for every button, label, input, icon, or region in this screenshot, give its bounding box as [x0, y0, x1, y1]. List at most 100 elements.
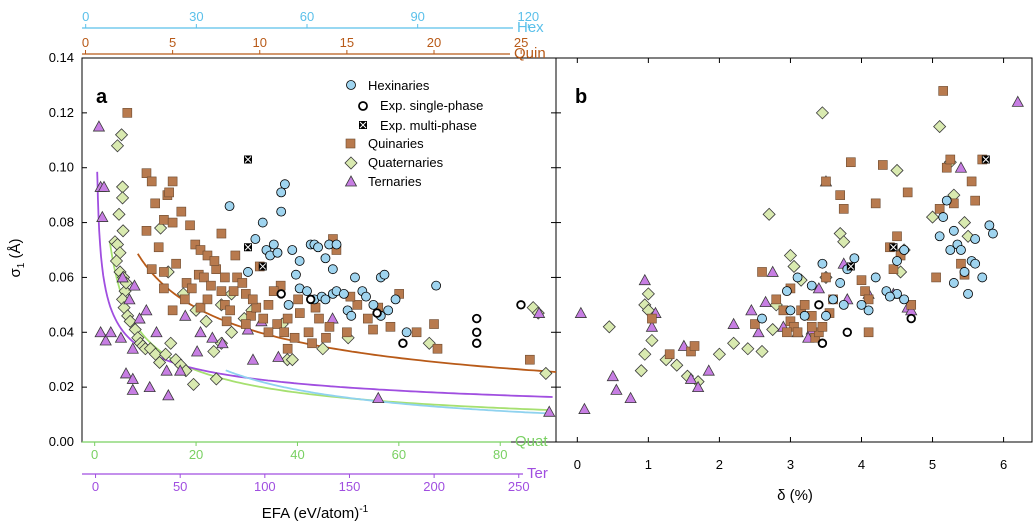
hex-point	[431, 280, 442, 291]
b-x-tick-label: 3	[787, 457, 794, 472]
quat-point	[641, 287, 655, 301]
y-tick-label: 0.06	[49, 269, 74, 284]
quin-point	[314, 313, 324, 324]
legend-label-quin: Quinaries	[368, 136, 424, 151]
quin-point	[206, 280, 216, 291]
b-x-tick-label: 1	[645, 457, 652, 472]
hex-point	[988, 228, 998, 239]
hex-point	[757, 313, 767, 324]
ter-point	[752, 325, 765, 338]
quin-point	[750, 319, 760, 329]
quat-point	[116, 224, 130, 238]
legend-marker-quin	[345, 138, 356, 149]
hex-point	[287, 245, 298, 255]
hex-point	[279, 179, 290, 190]
hex-point	[338, 288, 349, 299]
hex-point	[941, 195, 952, 206]
quat-point	[164, 336, 178, 350]
quin-point	[272, 319, 282, 329]
quin-point	[846, 157, 856, 168]
quin-point	[171, 258, 181, 269]
quin-point	[771, 294, 782, 305]
exp-multi-cross	[259, 263, 267, 270]
ter-point	[578, 402, 591, 414]
ter-point	[179, 309, 192, 321]
quin-point	[247, 294, 258, 305]
quat-point	[741, 342, 755, 356]
quat-point	[224, 325, 239, 339]
quin-point	[202, 294, 213, 305]
exp-single-point	[398, 338, 408, 348]
quin-point	[241, 289, 251, 299]
quin-point	[221, 316, 232, 327]
ter-point	[104, 325, 117, 338]
fit-curve-hex	[225, 369, 551, 415]
y-tick-label: 0.12	[49, 105, 74, 120]
quin-point	[146, 176, 157, 187]
quin-point	[195, 245, 206, 255]
hex-point	[379, 269, 390, 280]
ter-point	[272, 350, 285, 362]
ter-tick-label: 50	[173, 479, 187, 494]
exp-multi-cross	[244, 156, 252, 163]
x-axis-title-a-sup: -1	[359, 504, 368, 515]
quin-point	[228, 286, 239, 296]
b-x-axis: 0 1 2 3 4 5 6	[574, 58, 1007, 472]
legend-label-exp-multi: Exp. multi-phase	[380, 118, 477, 133]
hex-point	[963, 288, 973, 299]
legend-label-quat: Quaternaries	[368, 155, 444, 170]
exp-single-point	[471, 313, 482, 324]
quin-point	[792, 327, 803, 338]
quin-point	[122, 108, 133, 118]
ter-point	[610, 383, 623, 395]
ter-tick-label: 250	[508, 479, 530, 494]
quin-point	[150, 198, 160, 209]
legend-item-exp-single: Exp. single-phase	[358, 98, 483, 113]
ter-point	[1011, 95, 1024, 107]
quin-point	[263, 327, 274, 338]
ter-point	[133, 312, 146, 324]
quin-point	[164, 187, 174, 198]
hex-point	[257, 217, 268, 228]
quat-point	[112, 207, 126, 221]
ter-point	[766, 265, 779, 277]
quin-point	[216, 228, 227, 239]
quin-point	[220, 300, 230, 310]
quin-point	[941, 162, 952, 173]
quin-point	[225, 305, 235, 316]
quat-point	[115, 191, 130, 205]
quin-point	[167, 217, 178, 228]
hex-tick-label: 60	[300, 9, 314, 24]
hex-point	[283, 299, 294, 310]
x-axis-title-a-main: EFA (eV/atom)	[262, 505, 360, 522]
legend-marker-exp-single	[358, 101, 368, 111]
legend-item-quat: Quaternaries	[344, 155, 444, 170]
quat-point	[159, 347, 173, 361]
quat-point	[634, 364, 648, 378]
hex-point	[346, 310, 357, 321]
ter-point	[194, 325, 207, 338]
b-x-tick-label: 2	[716, 457, 723, 472]
hex-point	[320, 294, 331, 305]
quin-point	[525, 354, 535, 365]
ter-point	[638, 273, 651, 286]
ter-point	[727, 317, 740, 329]
quin-point	[945, 154, 956, 165]
panel-b-label: b	[575, 86, 587, 108]
quin-point	[159, 267, 169, 277]
y-tick-label: 0.14	[49, 50, 74, 65]
quin-point	[411, 327, 422, 338]
quat-point	[783, 248, 798, 263]
hex-point	[945, 245, 956, 255]
ter-point	[645, 320, 659, 332]
quin-point	[782, 327, 792, 338]
quin-tick-label: 25	[514, 35, 528, 50]
quin-point	[146, 264, 157, 275]
quat-point	[123, 314, 137, 328]
quin-point	[282, 313, 293, 324]
hex-point	[320, 253, 331, 264]
quin-point	[141, 168, 152, 178]
hex-point	[785, 305, 796, 316]
ter-point	[624, 391, 637, 404]
legend-item-exp-multi: Exp. multi-phase	[359, 118, 477, 133]
